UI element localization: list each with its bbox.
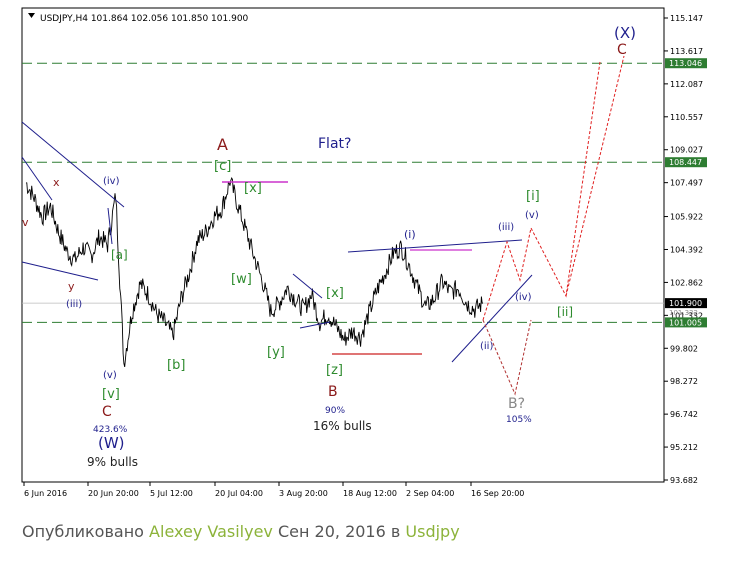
price-series-line bbox=[25, 177, 484, 368]
wave-label: [y] bbox=[267, 345, 285, 360]
title-menu-icon bbox=[28, 13, 35, 18]
wave-label: (iii) bbox=[66, 299, 82, 310]
y-tick-label: 101.332 bbox=[670, 311, 703, 320]
wave-label: (v) bbox=[103, 370, 117, 381]
wave-label: (iv) bbox=[103, 176, 120, 187]
trendline bbox=[107, 207, 113, 245]
wave-label: [z] bbox=[326, 363, 343, 378]
wave-label: (v) bbox=[525, 210, 539, 221]
trendline bbox=[299, 321, 331, 329]
x-tick-label: 5 Jul 12:00 bbox=[150, 489, 193, 498]
wave-label: [a] bbox=[111, 248, 128, 262]
y-tick-label: 98.272 bbox=[670, 377, 698, 386]
current-price-label: 101.900 bbox=[669, 299, 702, 308]
y-tick-label: 104.392 bbox=[670, 245, 703, 254]
wave-label: (iv) bbox=[515, 292, 532, 303]
y-tick-label: 113.617 bbox=[670, 47, 703, 56]
level-price-box bbox=[665, 157, 707, 168]
publication-caption: Опубликовано Alexey Vasilyev Сен 20, 201… bbox=[22, 522, 460, 541]
y-tick-label: 102.862 bbox=[670, 278, 703, 287]
level-price-label: 101.005 bbox=[669, 318, 702, 327]
level-price-box bbox=[665, 317, 707, 328]
plot-area bbox=[21, 7, 665, 483]
wave-label: 90% bbox=[325, 406, 345, 416]
wave-label: y bbox=[68, 280, 75, 293]
wave-label: x bbox=[53, 176, 60, 189]
author-link[interactable]: Alexey Vasilyev bbox=[149, 522, 273, 541]
instrument-link[interactable]: Usdjpy bbox=[405, 522, 460, 541]
wave-label: [x] bbox=[244, 181, 262, 196]
wave-label: [c] bbox=[214, 159, 231, 174]
y-tick-label: 109.027 bbox=[670, 146, 703, 155]
chart-frame: USDJPY,H4 101.864 102.056 101.850 101.90… bbox=[21, 7, 707, 498]
trendline bbox=[292, 273, 323, 299]
wave-label: (i) bbox=[404, 228, 416, 241]
wave-label: v bbox=[22, 216, 29, 229]
wave-label: [x] bbox=[326, 286, 344, 301]
x-tick-label: 16 Sep 20:00 bbox=[471, 489, 524, 498]
wave-label: B? bbox=[508, 396, 525, 412]
y-tick-label: 96.742 bbox=[670, 410, 698, 419]
trendline bbox=[21, 121, 125, 208]
y-tick-label: 93.682 bbox=[670, 476, 698, 485]
level-price-label: 113.046 bbox=[669, 59, 702, 68]
wave-label: 423.6% bbox=[93, 425, 128, 435]
wave-label: (X) bbox=[614, 24, 636, 42]
chart-title: USDJPY,H4 101.864 102.056 101.850 101.90… bbox=[40, 14, 249, 24]
trendline bbox=[347, 239, 523, 253]
forecast-path bbox=[482, 319, 532, 396]
x-tick-label: 2 Sep 04:00 bbox=[406, 489, 454, 498]
wave-label: 9% bulls bbox=[87, 455, 138, 469]
y-tick-label: 115.147 bbox=[670, 14, 703, 23]
trendline bbox=[21, 261, 99, 281]
wave-label: A bbox=[217, 135, 228, 154]
y-tick-label: 110.557 bbox=[670, 113, 703, 122]
x-tick-label: 6 Jun 2016 bbox=[24, 489, 67, 498]
trendline bbox=[451, 274, 533, 363]
wave-label: 105% bbox=[506, 415, 532, 425]
forecast-path bbox=[565, 55, 625, 297]
wave-label: [w] bbox=[231, 272, 252, 287]
current-price-box bbox=[665, 298, 707, 309]
wave-label: [v] bbox=[102, 387, 120, 402]
wave-label: (iii) bbox=[498, 222, 514, 233]
wave-label: B bbox=[328, 384, 338, 400]
x-tick-label: 3 Aug 20:00 bbox=[279, 489, 328, 498]
trendline bbox=[21, 156, 53, 201]
level-price-box bbox=[665, 58, 707, 69]
y-tick-label: 112.087 bbox=[670, 80, 703, 89]
y-tick-label: 105.922 bbox=[670, 213, 703, 222]
wave-label: [ii] bbox=[557, 305, 573, 319]
y-tick-label: 107.497 bbox=[670, 179, 703, 188]
wave-label: C bbox=[102, 404, 112, 420]
wave-label: C bbox=[617, 42, 627, 58]
level-price-label: 108.447 bbox=[669, 158, 702, 167]
caption-prefix: Опубликовано bbox=[22, 522, 150, 541]
wave-label: [i] bbox=[526, 189, 540, 204]
y-tick-label: 95.212 bbox=[670, 443, 698, 452]
wave-label: (W) bbox=[98, 434, 125, 452]
wave-label: [b] bbox=[167, 358, 185, 373]
wave-label: 16% bulls bbox=[313, 419, 372, 433]
caption-date: Сен 20, 2016 в bbox=[272, 522, 406, 541]
y-tick-label: 99.802 bbox=[670, 344, 698, 353]
forecast-path bbox=[482, 61, 601, 321]
x-tick-label: 20 Jun 20:00 bbox=[88, 489, 139, 498]
x-tick-label: 18 Aug 12:00 bbox=[343, 489, 397, 498]
y-tick-label-partial: 101.332 bbox=[669, 309, 698, 317]
x-tick-label: 20 Jul 04:00 bbox=[215, 489, 263, 498]
price-chart: USDJPY,H4 101.864 102.056 101.850 101.90… bbox=[21, 7, 707, 498]
wave-label: Flat? bbox=[318, 136, 351, 152]
wave-label: (ii) bbox=[480, 341, 493, 352]
